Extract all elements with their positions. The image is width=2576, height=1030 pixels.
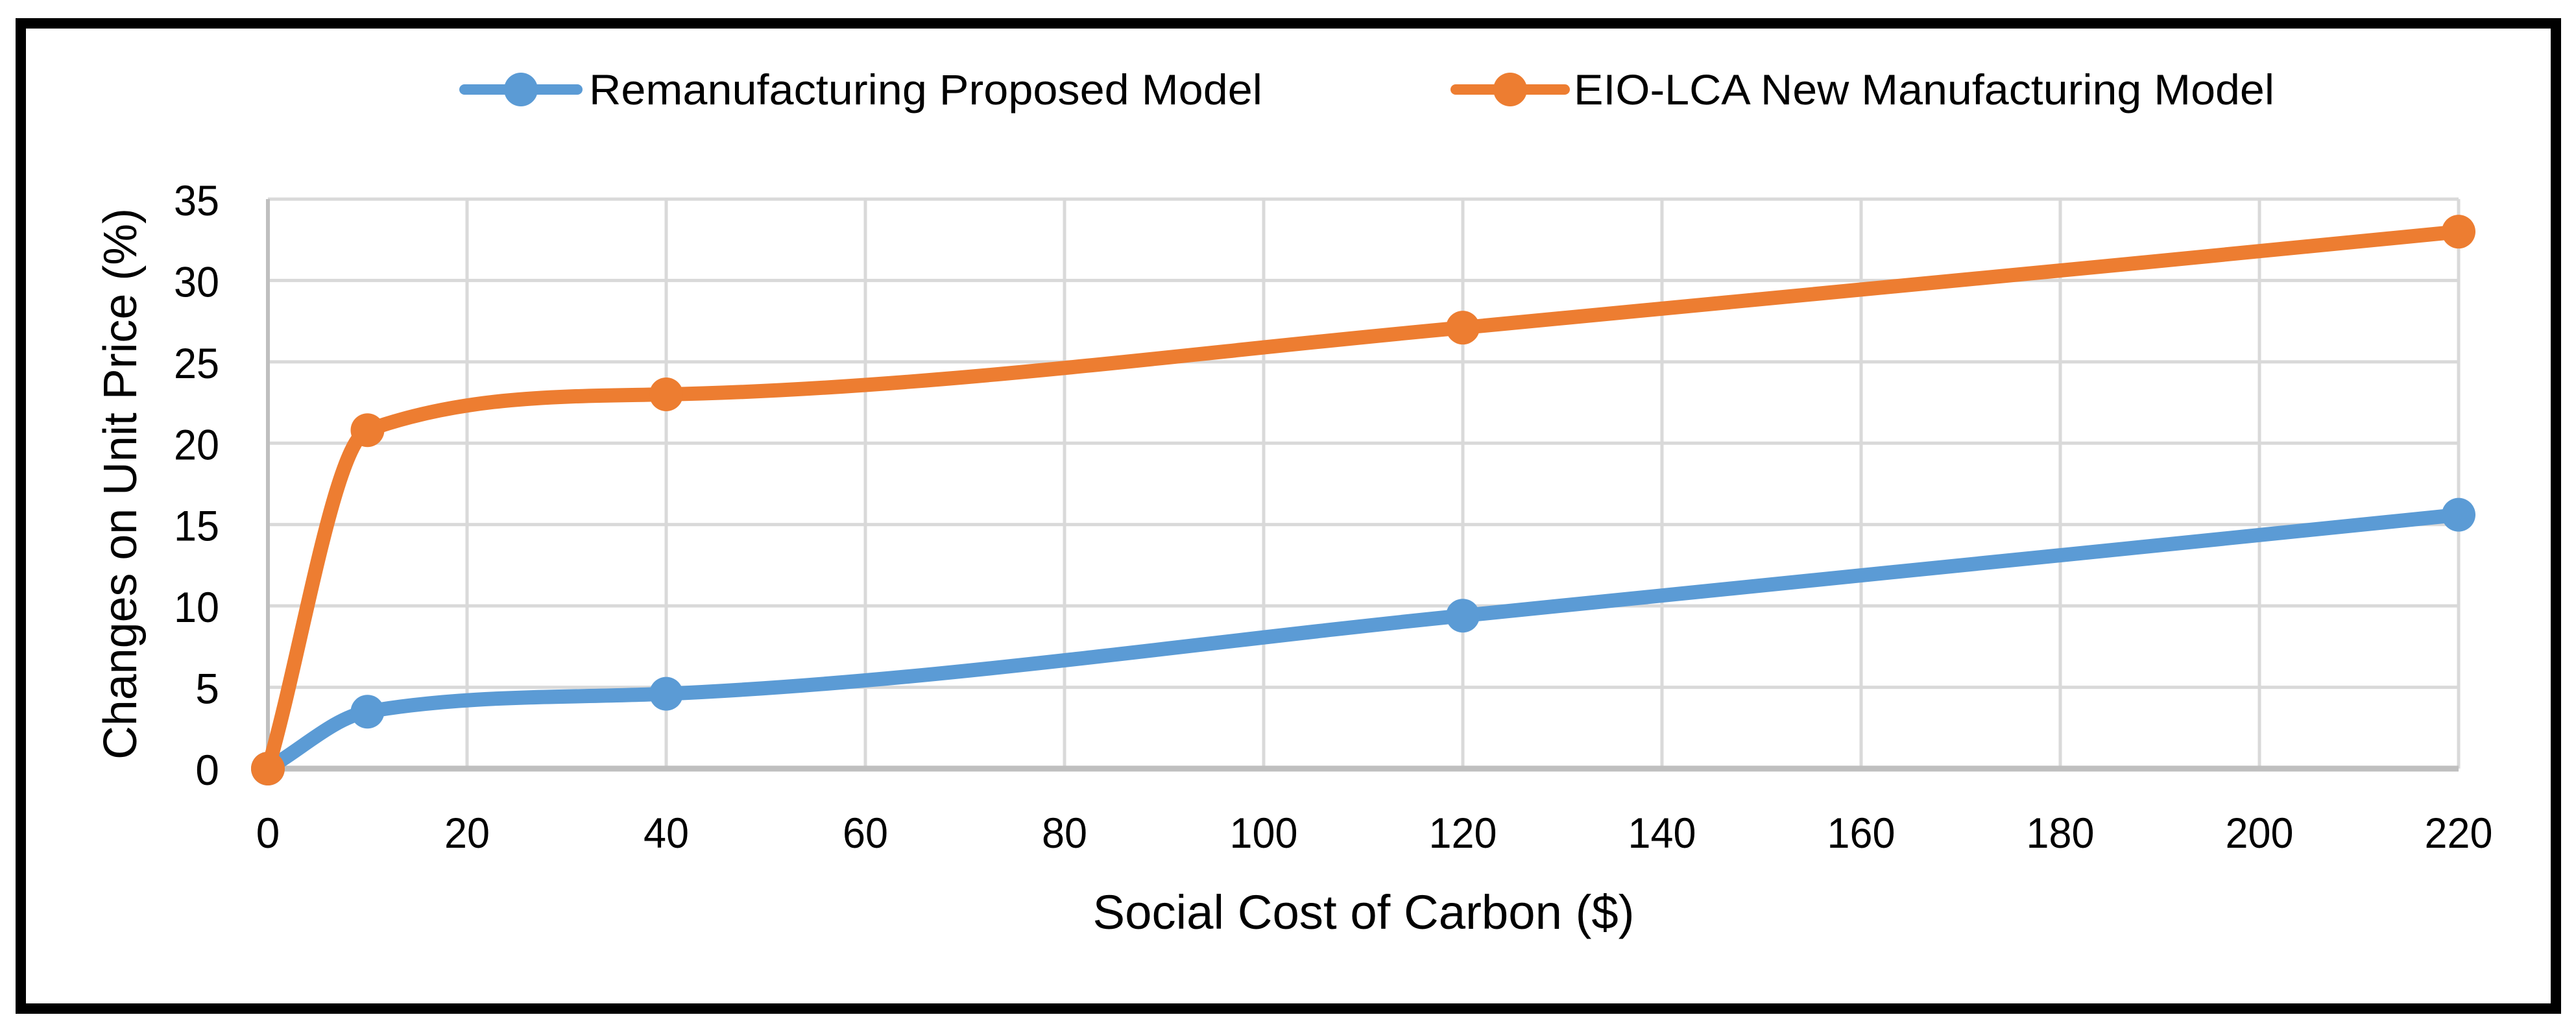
y-tick-label: 25 — [174, 339, 219, 387]
legend-item-remanufacturing: Remanufacturing Proposed Model — [459, 66, 1262, 114]
axes-layer — [266, 199, 2459, 772]
data-point-marker — [350, 695, 385, 729]
data-point-marker — [2442, 497, 2475, 532]
x-tick-label: 40 — [644, 809, 689, 857]
y-tick-label: 5 — [195, 665, 219, 713]
x-tick-label: 20 — [444, 809, 490, 857]
data-point-marker — [1446, 311, 1480, 345]
legend-item-eio-lca: EIO-LCA New Manufacturing Model — [1451, 66, 2274, 114]
series-remanufacturing — [251, 497, 2475, 785]
series-line — [261, 507, 2466, 776]
gridlines-layer — [268, 197, 2461, 769]
series-layer — [251, 215, 2475, 785]
data-point-marker — [251, 752, 285, 785]
y-tick-label: 35 — [174, 176, 219, 224]
x-tick-labels: 0 20 40 60 80 100 120 140 160 180 200 220 — [256, 809, 2493, 857]
figure-frame-border — [16, 18, 2561, 1014]
data-point-marker — [649, 677, 683, 711]
series-eio-lca — [251, 215, 2475, 785]
data-point-marker — [2442, 215, 2475, 249]
data-point-marker — [1446, 599, 1480, 633]
y-axis-title: Changes on Unit Price (%) — [95, 208, 147, 760]
x-tick-label: 100 — [1230, 809, 1298, 857]
y-tick-labels: 0 5 10 15 20 25 30 35 — [174, 176, 219, 794]
x-tick-label: 180 — [2027, 809, 2095, 857]
series-line — [261, 224, 2466, 776]
x-tick-label: 200 — [2226, 809, 2294, 857]
x-tick-label: 80 — [1042, 809, 1087, 857]
y-tick-label: 10 — [174, 583, 219, 631]
legend-marker-orange — [1493, 73, 1527, 106]
legend-label-eio-lca: EIO-LCA New Manufacturing Model — [1574, 66, 2274, 114]
x-tick-label: 120 — [1429, 809, 1497, 857]
y-tick-label: 30 — [174, 258, 219, 305]
y-tick-label: 0 — [195, 746, 219, 794]
y-tick-label: 20 — [174, 420, 219, 468]
x-tick-label: 140 — [1628, 809, 1696, 857]
legend-marker-blue — [504, 73, 538, 106]
x-tick-label: 160 — [1827, 809, 1896, 857]
y-tick-label: 15 — [174, 502, 219, 550]
x-tick-label: 220 — [2425, 809, 2493, 857]
x-tick-label: 60 — [843, 809, 888, 857]
legend-label-remanufacturing: Remanufacturing Proposed Model — [589, 66, 1262, 114]
x-axis-title: Social Cost of Carbon ($) — [1093, 885, 1635, 939]
legend: Remanufacturing Proposed Model EIO-LCA N… — [459, 66, 2274, 114]
x-tick-label: 0 — [256, 809, 280, 857]
data-point-marker — [350, 413, 385, 448]
data-point-marker — [649, 377, 683, 412]
